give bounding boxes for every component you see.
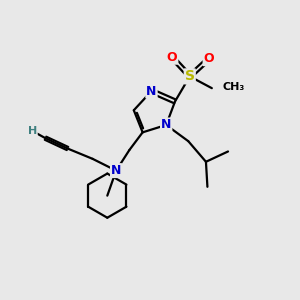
Text: H: H (28, 126, 37, 136)
Text: O: O (167, 51, 177, 64)
Text: N: N (111, 164, 121, 177)
Text: S: S (185, 69, 195, 83)
Text: O: O (204, 52, 214, 65)
Text: CH₃: CH₃ (222, 82, 244, 92)
Text: N: N (161, 118, 171, 131)
Text: N: N (146, 85, 157, 98)
